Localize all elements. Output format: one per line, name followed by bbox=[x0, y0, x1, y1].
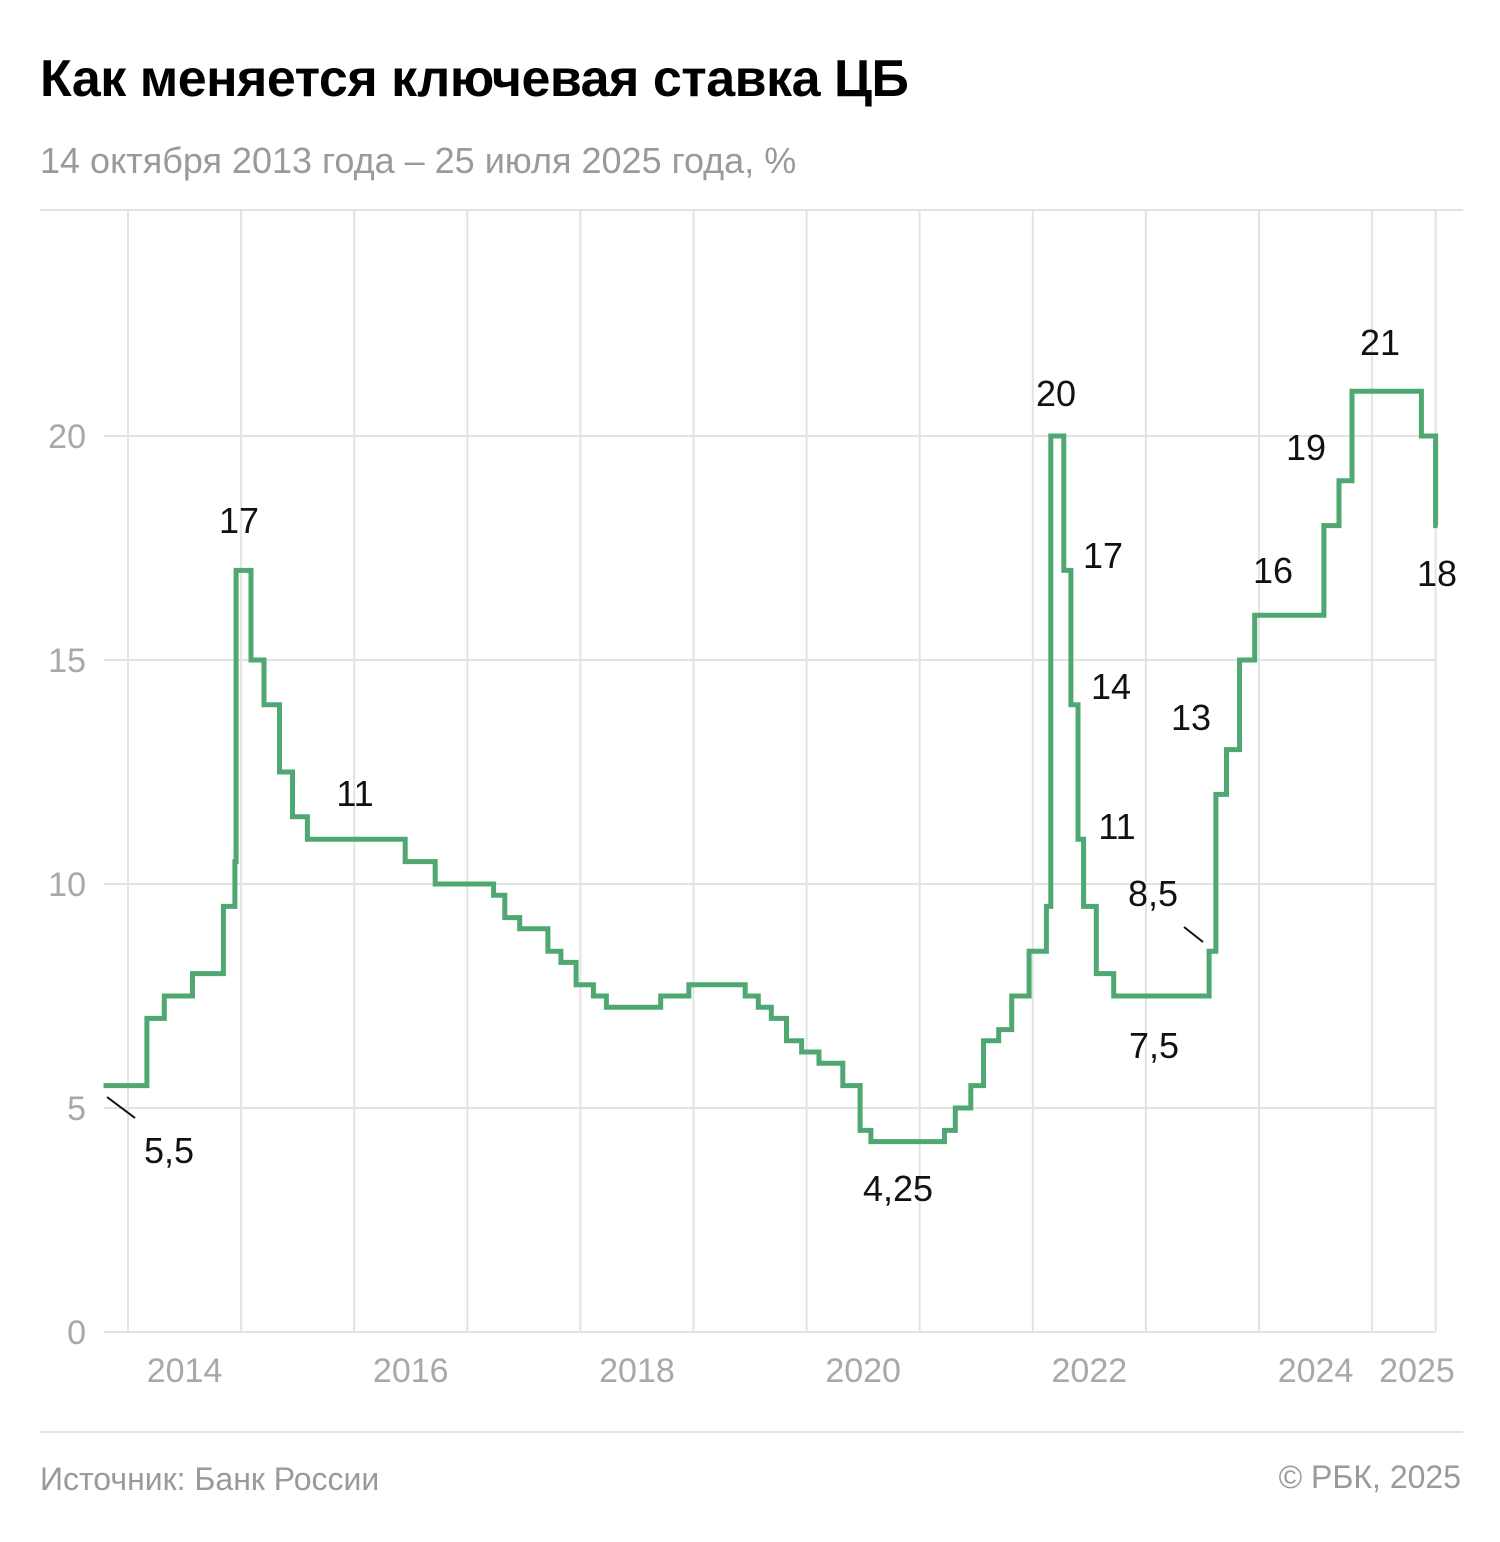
data-label: 17 bbox=[219, 500, 259, 541]
data-label: 16 bbox=[1253, 550, 1293, 591]
leader-line bbox=[106, 1096, 136, 1119]
x-tick-label: 2025 bbox=[1379, 1352, 1455, 1390]
data-label: 19 bbox=[1286, 427, 1326, 468]
x-tick-label: 2020 bbox=[825, 1352, 901, 1390]
data-label: 4,25 bbox=[863, 1168, 933, 1209]
data-label: 17 bbox=[1083, 535, 1123, 576]
y-tick-label: 20 bbox=[48, 418, 86, 456]
y-tick-label: 0 bbox=[67, 1314, 86, 1352]
copyright: © РБК, 2025 bbox=[1279, 1459, 1461, 1495]
key-rate-series-line bbox=[103, 388, 1439, 1145]
source-note: Источник: Банк России bbox=[40, 1461, 379, 1497]
chart-subtitle: 14 октября 2013 года – 25 июля 2025 года… bbox=[40, 140, 796, 181]
x-tick-label: 2024 bbox=[1278, 1352, 1354, 1390]
data-label: 21 bbox=[1360, 322, 1400, 363]
data-label: 18 bbox=[1417, 553, 1457, 594]
x-tick-label: 2022 bbox=[1052, 1352, 1128, 1390]
x-tick-label: 2018 bbox=[599, 1352, 675, 1390]
leader-line bbox=[1183, 926, 1204, 943]
x-tick-label: 2016 bbox=[373, 1352, 449, 1390]
y-tick-label: 10 bbox=[48, 866, 86, 904]
y-axis-ticks: 0 5 10 15 20 bbox=[48, 418, 86, 1352]
data-label: 11 bbox=[1098, 806, 1135, 847]
annotations: 5,5 17 11 4,25 20 17 14 11 8,5 7,5 13 16 19 21 18 bbox=[106, 322, 1457, 1209]
data-label: 7,5 bbox=[1129, 1025, 1179, 1066]
y-tick-label: 5 bbox=[67, 1090, 86, 1128]
data-label: 8,5 bbox=[1128, 873, 1178, 914]
chart-title: Как меняется ключевая ставка ЦБ bbox=[40, 50, 908, 108]
x-tick-label: 2014 bbox=[147, 1352, 223, 1390]
grid bbox=[103, 210, 1437, 1333]
data-label: 13 bbox=[1171, 697, 1211, 738]
data-label: 14 bbox=[1091, 666, 1131, 707]
x-axis-ticks: 2014 2016 2018 2020 2022 2024 2025 bbox=[147, 1352, 1455, 1390]
data-label: 5,5 bbox=[144, 1130, 194, 1171]
data-label: 20 bbox=[1036, 373, 1076, 414]
y-tick-label: 15 bbox=[48, 642, 86, 680]
data-label: 11 bbox=[336, 773, 373, 814]
